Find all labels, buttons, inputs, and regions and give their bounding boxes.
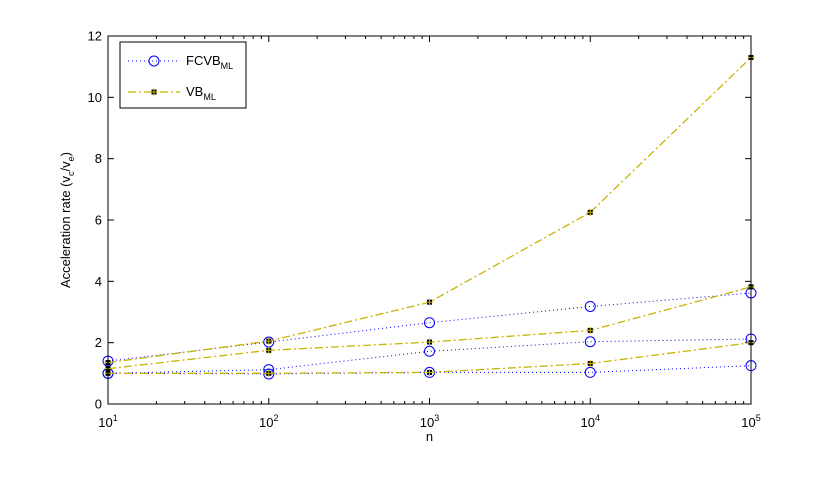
y-tick-label: 12 [88,29,102,44]
y-tick-label: 0 [95,397,102,412]
data-point [426,298,433,306]
y-tick-label: 2 [95,335,102,350]
legend-marker-fcvb [148,55,160,67]
data-point [424,317,435,329]
x-axis-label: n [426,429,433,444]
data-point [265,346,273,354]
y-tick-label: 4 [95,274,102,289]
y-axis-label: Acceleration rate (vc/ve) [58,152,76,288]
y-tick-label: 6 [95,213,102,228]
y-tick-label: 10 [88,90,102,105]
data-point [586,360,594,368]
legend-marker-vb [150,88,158,96]
y-tick-label: 8 [95,151,102,166]
x-tick-label: 105 [741,413,760,430]
plot-frame [107,35,752,405]
y-tick-labels: 0 2 4 6 8 10 12 [88,29,102,412]
x-tick-label: 102 [259,413,278,430]
x-tick-labels: 101 102 103 104 105 [98,413,760,430]
data-point [265,337,273,345]
x-tick-label: 101 [98,413,117,430]
data-point [586,208,594,216]
data-point [584,300,596,312]
x-tick-label: 104 [581,413,600,430]
data-point [586,326,594,334]
data-point [584,336,596,348]
data-point [426,338,433,346]
x-tick-label: 103 [420,413,439,430]
data-point [426,368,433,376]
data-point [584,366,596,378]
data-point [424,345,435,357]
legend-label-vb: VBML [186,84,216,102]
data-point [265,369,273,377]
legend: FCVBML VBML [119,41,247,109]
legend-box [119,41,247,109]
legend-label-fcvb: FCVBML [186,53,233,71]
